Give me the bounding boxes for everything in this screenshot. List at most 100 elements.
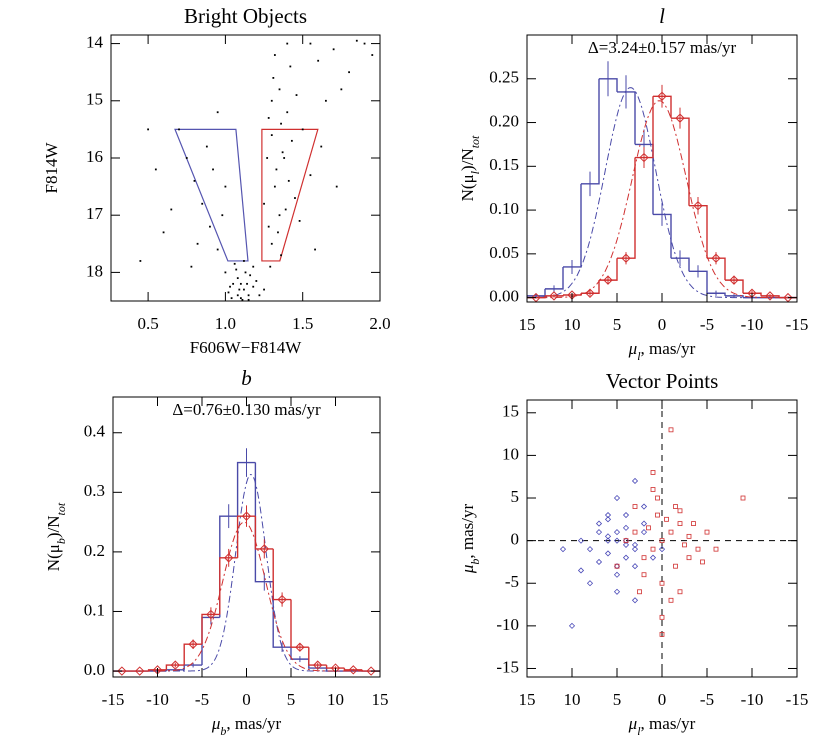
point: [221, 214, 224, 217]
marker: [657, 91, 667, 101]
histogram-step: [219, 557, 238, 615]
point: [586, 546, 594, 553]
point: [205, 145, 208, 148]
point: [646, 525, 651, 531]
y-tick-label: 0.25: [489, 68, 519, 87]
y-axis-label: N(μl)/Ntot: [458, 135, 482, 201]
marker: [295, 642, 305, 652]
point: [604, 511, 612, 519]
y-tick-label: 5: [511, 487, 520, 506]
chart-title: Vector Points: [606, 369, 719, 393]
histogram-step: [147, 669, 167, 672]
point: [604, 537, 612, 544]
histogram-step: [653, 213, 672, 259]
plot-frame: [112, 396, 381, 678]
point: [668, 597, 674, 603]
annotation: Δ=0.76±0.130 mas/yr: [172, 400, 321, 419]
point: [691, 521, 696, 526]
y-axis-label: F814W: [42, 142, 61, 194]
histogram-step: [290, 599, 309, 648]
point: [236, 277, 239, 280]
point: [185, 157, 188, 159]
point: [640, 503, 648, 510]
label-part: l: [637, 724, 641, 738]
marker: [729, 275, 739, 285]
x-tick-label: 5: [613, 690, 622, 709]
marker: [621, 253, 631, 263]
point: [154, 168, 157, 171]
chart-title: b: [241, 366, 252, 390]
point: [275, 168, 278, 171]
point: [281, 151, 284, 154]
histogram-step: [165, 664, 185, 670]
y-axis-label: N(μb)/Ntot: [44, 502, 68, 571]
point: [650, 546, 656, 552]
point: [277, 231, 279, 234]
point: [216, 248, 219, 251]
point: [595, 558, 603, 566]
point: [640, 520, 648, 527]
point: [641, 572, 647, 578]
point: [314, 248, 316, 251]
point: [664, 516, 669, 522]
point: [348, 71, 350, 74]
histogram-step: [545, 266, 564, 290]
point: [659, 538, 665, 544]
y-tick-label: 0: [511, 530, 520, 549]
point: [613, 537, 621, 544]
point: [247, 298, 250, 301]
histogram-step: [743, 292, 762, 296]
point: [263, 288, 265, 291]
marker: [348, 665, 359, 675]
point: [301, 128, 304, 131]
point: [209, 225, 211, 228]
y-tick-label: 0.2: [84, 541, 105, 560]
selection-region: [261, 128, 319, 262]
point: [332, 48, 335, 51]
x-tick-label: -15: [786, 315, 809, 334]
point: [641, 555, 647, 561]
point: [568, 622, 576, 629]
marker: [241, 511, 252, 521]
marker: [765, 291, 775, 301]
label-part: b: [220, 724, 226, 738]
point: [595, 520, 603, 527]
label-part: tot: [468, 135, 482, 148]
point: [363, 42, 366, 45]
point: [212, 168, 214, 171]
x-tick-label: 0: [658, 690, 667, 709]
point: [224, 271, 227, 274]
point: [659, 631, 665, 637]
x-tick-label: 1.0: [215, 314, 236, 333]
point: [659, 614, 665, 620]
point: [309, 42, 312, 45]
point: [280, 122, 282, 125]
point: [595, 529, 603, 536]
histogram-step: [689, 205, 708, 259]
point: [659, 580, 665, 586]
point: [267, 225, 270, 228]
histogram-step: [653, 95, 672, 119]
y-tick-label: 0.10: [489, 199, 519, 218]
point: [286, 42, 289, 45]
point: [266, 157, 269, 159]
point: [309, 174, 312, 177]
point: [614, 563, 620, 569]
y-tick-label: 0.05: [489, 243, 519, 262]
fit-curve: [113, 521, 380, 672]
point: [320, 145, 323, 148]
point: [298, 220, 301, 222]
y-tick-label: 0.1: [84, 600, 105, 619]
point: [244, 271, 247, 274]
point: [604, 533, 612, 540]
marker: [259, 544, 270, 554]
histogram-step: [563, 183, 582, 268]
point: [267, 117, 270, 119]
point: [700, 559, 705, 565]
y-tick-label: 18: [86, 261, 103, 280]
point: [686, 533, 692, 539]
label-part: , mas/yr: [641, 714, 696, 733]
point: [270, 99, 273, 102]
point: [704, 529, 710, 535]
point: [290, 139, 293, 142]
